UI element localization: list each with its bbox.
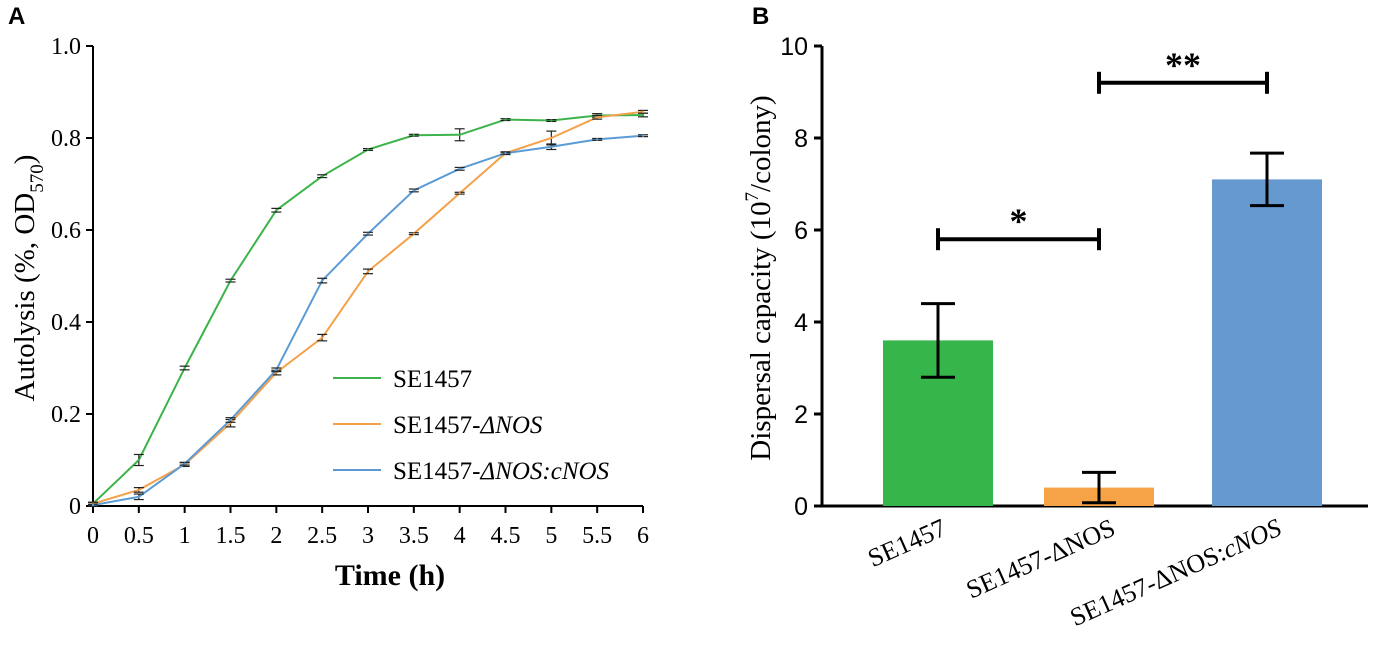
panel-a-x-tick-label: 5.5	[582, 523, 612, 549]
panel-a-x-tick-label: 4	[454, 523, 466, 549]
panel-a-x-ticks: 0 0.5 1 1.5 2 2.5 3 3.5 4 4.5 5 5.5 6	[87, 506, 649, 549]
panel-b-y-title-sup: 7	[742, 192, 763, 202]
panel-b-y-ticks: 0 2 4 6 8 10	[780, 33, 822, 521]
panel-a-x-tick-label: 0.5	[124, 523, 154, 549]
panel-b-category-label: SE1457	[863, 513, 950, 573]
panel-a-x-tick-label: 2	[270, 523, 282, 549]
panel-a-data-point	[137, 495, 141, 498]
panel-a-data-point	[366, 232, 370, 235]
panel-a-data-point	[595, 116, 599, 119]
panel-a-legend-label-italic: ΔNOS	[480, 412, 543, 439]
panel-a-data-point	[504, 118, 507, 121]
panel-a-series-line	[92, 114, 644, 505]
panel-b-category-label: SE1457-ΔNOS	[962, 513, 1120, 604]
panel-a-y-title-sub: 570	[27, 164, 48, 193]
panel-b-y-tick-label: 0	[794, 493, 808, 521]
panel-a-axes	[92, 46, 643, 507]
panel-a-x-tick-label: 6	[637, 523, 649, 549]
panel-a-legend-label-text: SE1457	[393, 366, 472, 393]
panel-a-data-point	[183, 366, 186, 370]
panel-a-data-point	[458, 133, 461, 136]
panel-a-data-point	[183, 462, 186, 465]
panel-b-bar	[1212, 179, 1322, 506]
panel-a-data-point	[550, 119, 553, 122]
panel-a-y-title-main: Autolysis (%, OD	[9, 193, 41, 402]
panel-a-data-point	[229, 418, 232, 422]
panel-a-y-ticks: 0 0.2 0.4 0.6 0.8 1.0	[51, 34, 93, 520]
panel-a-data-point	[366, 148, 370, 151]
panel-a-y-tick-label: 1.0	[51, 34, 81, 60]
panel-a-data-point	[550, 145, 553, 148]
panel-a-legend-label: SE1457-ΔNOS:cNOS	[393, 458, 610, 485]
panel-a-series-line	[92, 134, 644, 507]
panel-a-x-tick-label: 3.5	[399, 523, 429, 549]
panel-a-x-tick-label: 1.5	[216, 523, 246, 549]
panel-b-y-axis-title: Dispersal capacity (107/colony)	[742, 95, 777, 460]
panel-b-bars	[883, 151, 1322, 506]
panel-a-data-point	[595, 138, 599, 141]
panel-a-data-point	[275, 368, 278, 372]
panel-a-data-point	[366, 270, 370, 273]
panel-a-legend-label: SE1457	[393, 366, 472, 393]
panel-a-data-point	[229, 279, 232, 282]
panel-a-y-tick-label: 0.2	[51, 402, 81, 428]
panel-a-legend-label-italic: ΔNOS:cNOS	[480, 458, 610, 485]
panel-a-y-tick-label: 0.6	[51, 218, 81, 244]
panel-b-significance: ***	[936, 45, 1269, 251]
panel-b-significance-label: **	[1165, 45, 1201, 85]
panel-a-data-point	[320, 336, 324, 339]
panel-a-data-point	[641, 134, 645, 137]
panel-a-data-point	[458, 192, 461, 195]
panel-b-y-tick-label: 2	[794, 401, 808, 429]
panel-a-x-tick-label: 3	[362, 523, 374, 549]
panel-a-legend-label-text: SE1457-	[393, 458, 481, 485]
panel-a-data-point	[320, 174, 324, 178]
panel-a-data-point	[91, 503, 95, 507]
panel-a-y-tick-label: 0.8	[51, 126, 81, 152]
panel-b-category-label-text: SE1457-ΔNOS	[962, 513, 1120, 604]
panel-a-data-point	[137, 458, 141, 462]
panel-b-significance-label: *	[1010, 201, 1028, 241]
panel-a-data-point	[275, 209, 278, 212]
panel-a-data-point	[504, 151, 507, 155]
panel-a-data-point	[412, 189, 416, 192]
panel-a-data-point	[137, 488, 141, 492]
panel-a-legend-label: SE1457-ΔNOS	[393, 412, 543, 439]
panel-a-data-point	[412, 232, 416, 235]
panel-a-y-tick-label: 0.4	[51, 310, 81, 336]
panel-a-data-point	[412, 134, 416, 137]
panel-a-data-point	[458, 167, 461, 171]
panel-b-category-label-text: SE1457	[863, 513, 950, 573]
panel-b-category-label-italic: cNOS	[1218, 513, 1285, 564]
panel-b-y-tick-label: 8	[794, 125, 808, 153]
panel-a-x-axis-title: Time (h)	[335, 559, 445, 592]
panel-a-series	[88, 109, 648, 507]
panel-a-x-tick-label: 5	[545, 523, 557, 549]
panel-a-data-point	[320, 279, 324, 282]
panel-a-y-axis-title: Autolysis (%, OD570)	[9, 155, 48, 402]
panel-a-data-point	[641, 110, 645, 113]
panel-b-y-tick-label: 10	[780, 33, 808, 61]
panel-a-x-tick-label: 2.5	[307, 523, 337, 549]
panel-b-y-tick-label: 6	[794, 217, 808, 245]
panel-a-data-point	[641, 113, 645, 117]
panel-a: A 0 0.2 0.4 0.6 0.8 1.0 0 0.5 1 1.5 2 2.5 3 3.5 4 4.5 5…	[8, 3, 649, 592]
panel-a-y-tick-label: 0	[69, 494, 81, 520]
panel-a-x-tick-label: 0	[87, 523, 99, 549]
panel-a-data-point	[550, 136, 553, 140]
panel-b-y-title-end: /colony)	[745, 95, 777, 192]
panel-a-series-line	[92, 110, 644, 505]
panel-a-x-tick-label: 4.5	[491, 523, 521, 549]
panel-b-y-title-main: Dispersal capacity (10	[745, 201, 777, 460]
panel-a-x-tick-label: 1	[179, 523, 191, 549]
panel-b-label: B	[752, 3, 769, 30]
panel-a-label: A	[8, 3, 25, 30]
panel-a-legend-label-text: SE1457-	[393, 412, 481, 439]
panel-b-y-tick-label: 4	[794, 309, 808, 337]
panel-a-y-title-end: )	[9, 155, 41, 165]
